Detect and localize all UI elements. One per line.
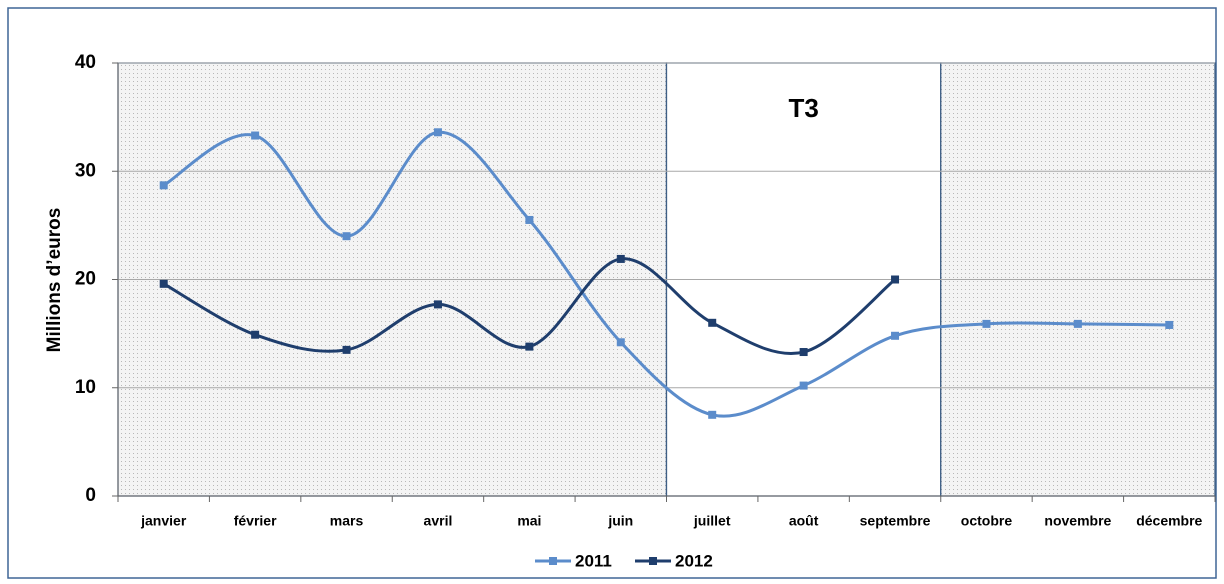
marker: [799, 381, 808, 390]
marker: [891, 331, 900, 340]
marker: [159, 181, 168, 190]
marker: [525, 215, 534, 224]
y-tick-label: 40: [75, 52, 96, 73]
marker: [616, 254, 625, 263]
y-tick-label: 20: [75, 269, 96, 290]
marker: [1073, 319, 1082, 328]
marker: [891, 275, 900, 284]
annotation: T3: [788, 93, 818, 123]
marker: [159, 279, 168, 288]
marker: [433, 128, 442, 137]
marker: [342, 232, 351, 241]
y-tick-label: 0: [85, 485, 96, 506]
x-tick-label: novembre: [1044, 513, 1111, 529]
marker: [342, 345, 351, 354]
marker: [982, 319, 991, 328]
x-tick-label: juillet: [693, 513, 731, 529]
marker: [433, 300, 442, 309]
x-tick-label: février: [234, 513, 277, 529]
marker: [251, 131, 260, 140]
y-tick-label: 10: [75, 377, 96, 398]
y-tick-label: 30: [75, 160, 96, 181]
x-tick-label: mai: [517, 513, 541, 529]
x-tick-label: septembre: [860, 513, 931, 529]
x-tick-label: août: [789, 513, 819, 529]
x-tick-label: décembre: [1136, 513, 1202, 529]
legend-marker: [549, 557, 557, 565]
x-tick-label: juin: [607, 513, 633, 529]
x-tick-label: mars: [330, 513, 364, 529]
series-line: [162, 257, 896, 355]
marker: [708, 318, 717, 327]
marker: [525, 342, 534, 351]
x-tick-label: avril: [424, 513, 453, 529]
legend-label: 2011: [575, 551, 612, 570]
x-tick-label: octobre: [961, 513, 1013, 529]
marker: [799, 348, 808, 357]
marker: [1165, 320, 1174, 329]
marker: [616, 338, 625, 347]
marker: [251, 330, 260, 339]
marker: [708, 410, 717, 419]
x-tick-label: janvier: [140, 513, 187, 529]
legend-marker: [649, 557, 657, 565]
y-axis-label: Millions d’euros: [44, 208, 65, 353]
legend-label: 2012: [675, 551, 713, 570]
